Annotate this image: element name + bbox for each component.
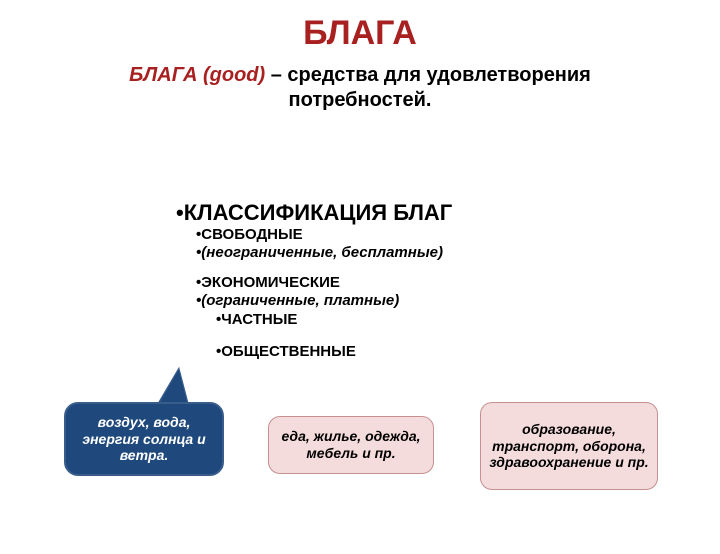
- item-public: ОБЩЕСТВЕННЫЕ: [216, 342, 596, 362]
- item-private: ЧАСТНЫЕ: [216, 310, 596, 330]
- item-private-text: ЧАСТНЫЕ: [221, 311, 297, 328]
- item-public-text: ОБЩЕСТВЕННЫЕ: [221, 343, 356, 360]
- subtitle-term: БЛАГА (good): [129, 64, 265, 86]
- item-free-text: СВОБОДНЫЕ: [201, 226, 302, 243]
- page-title: БЛАГА: [0, 14, 720, 53]
- item-economic-note: (ограниченные, платные): [196, 292, 596, 310]
- subtitle-rest-2: потребностей.: [289, 89, 432, 111]
- item-economic-text: ЭКОНОМИЧЕСКИЕ: [201, 274, 340, 291]
- box-private-examples: еда, жилье, одежда, мебель и пр.: [268, 416, 434, 474]
- classification-block: КЛАССИФИКАЦИЯ БЛАГ СВОБОДНЫЕ (неограниче…: [176, 200, 596, 361]
- classification-head: КЛАССИФИКАЦИЯ БЛАГ: [176, 200, 596, 226]
- item-economic-note-text: (ограниченные, платные): [201, 292, 399, 309]
- item-free-note: (неограниченные, бесплатные): [196, 244, 596, 262]
- item-free-note-text: (неограниченные, бесплатные): [201, 244, 443, 261]
- box-public-examples: образование, транспорт, оборона, здравоо…: [480, 402, 658, 490]
- item-free: СВОБОДНЫЕ: [196, 226, 596, 244]
- item-economic: ЭКОНОМИЧЕСКИЕ: [196, 274, 596, 292]
- callout-free-examples: воздух, вода, энергия солнца и ветра.: [64, 402, 224, 476]
- classification-head-text: КЛАССИФИКАЦИЯ БЛАГ: [184, 200, 453, 225]
- subtitle-rest-1: – средства для удовлетворения: [265, 64, 591, 86]
- subtitle: БЛАГА (good) – средства для удовлетворен…: [0, 63, 720, 113]
